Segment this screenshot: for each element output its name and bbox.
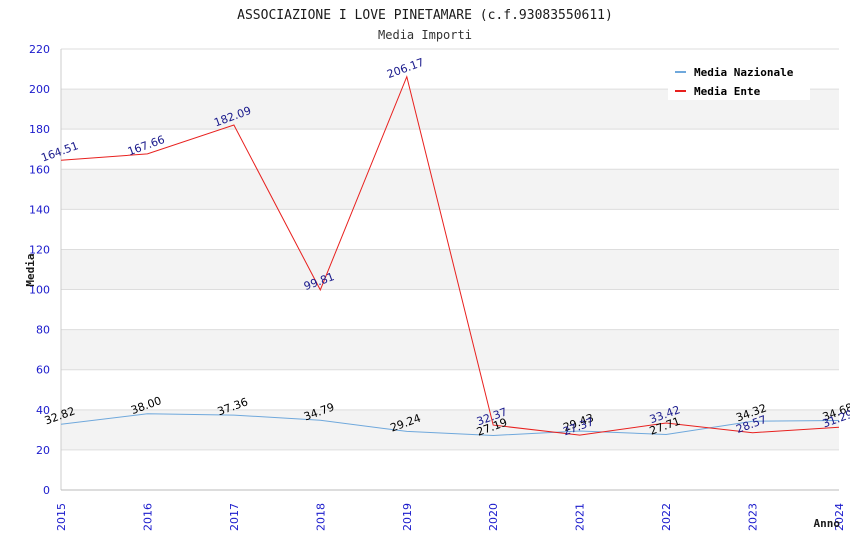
y-tick-label: 200 xyxy=(29,83,50,96)
x-tick-label: 2022 xyxy=(660,503,673,531)
x-tick-label: 2021 xyxy=(574,503,587,531)
y-tick-label: 80 xyxy=(36,324,50,337)
grid-band xyxy=(61,249,839,290)
data-label: 206.17 xyxy=(385,56,426,81)
y-tick-labels: 0 20 40 60 80 100 120 140 160 180 200 220 xyxy=(29,43,50,497)
x-tick-label: 2024 xyxy=(833,503,846,531)
x-tick-label: 2018 xyxy=(314,503,327,531)
y-tick-label: 120 xyxy=(29,243,50,256)
series-line-media-ente xyxy=(60,75,840,436)
grid-bands xyxy=(61,89,839,450)
y-tick-label: 20 xyxy=(36,444,50,457)
y-tick-label: 180 xyxy=(29,123,50,136)
y-tick-label: 40 xyxy=(36,404,50,417)
y-axis-label: Media xyxy=(24,253,37,286)
axes xyxy=(60,49,839,491)
x-tick-label: 2023 xyxy=(747,503,760,531)
legend: Media Nazionale Media Ente xyxy=(668,58,810,100)
x-tick-label: 2017 xyxy=(228,503,241,531)
x-tick-labels: 2015 2016 2017 2018 2019 2020 2021 2022 2023 2024 xyxy=(55,503,846,531)
series-lines xyxy=(60,75,840,437)
legend-box xyxy=(668,58,810,100)
legend-label: Media Ente xyxy=(694,85,761,98)
chart-title: ASSOCIAZIONE I LOVE PINETAMARE (c.f.9308… xyxy=(237,8,613,23)
legend-label: Media Nazionale xyxy=(694,66,794,79)
grid-band xyxy=(61,169,839,210)
y-tick-label: 140 xyxy=(29,203,50,216)
x-axis-label: Anno xyxy=(814,517,841,530)
grid-band xyxy=(61,409,839,450)
y-tick-label: 0 xyxy=(43,484,50,497)
y-tick-label: 60 xyxy=(36,364,50,377)
y-tick-label: 220 xyxy=(29,43,50,56)
data-label: 167.66 xyxy=(126,133,167,158)
y-tick-label: 160 xyxy=(29,163,50,176)
data-label: 164.51 xyxy=(39,139,80,164)
x-tick-label: 2020 xyxy=(487,503,500,531)
x-tick-label: 2015 xyxy=(55,503,68,531)
chart-subtitle: Media Importi xyxy=(378,28,472,42)
x-tick-label: 2019 xyxy=(401,503,414,531)
x-tick-label: 2016 xyxy=(141,503,154,531)
y-tick-label: 100 xyxy=(29,284,50,297)
grid-band xyxy=(61,329,839,370)
